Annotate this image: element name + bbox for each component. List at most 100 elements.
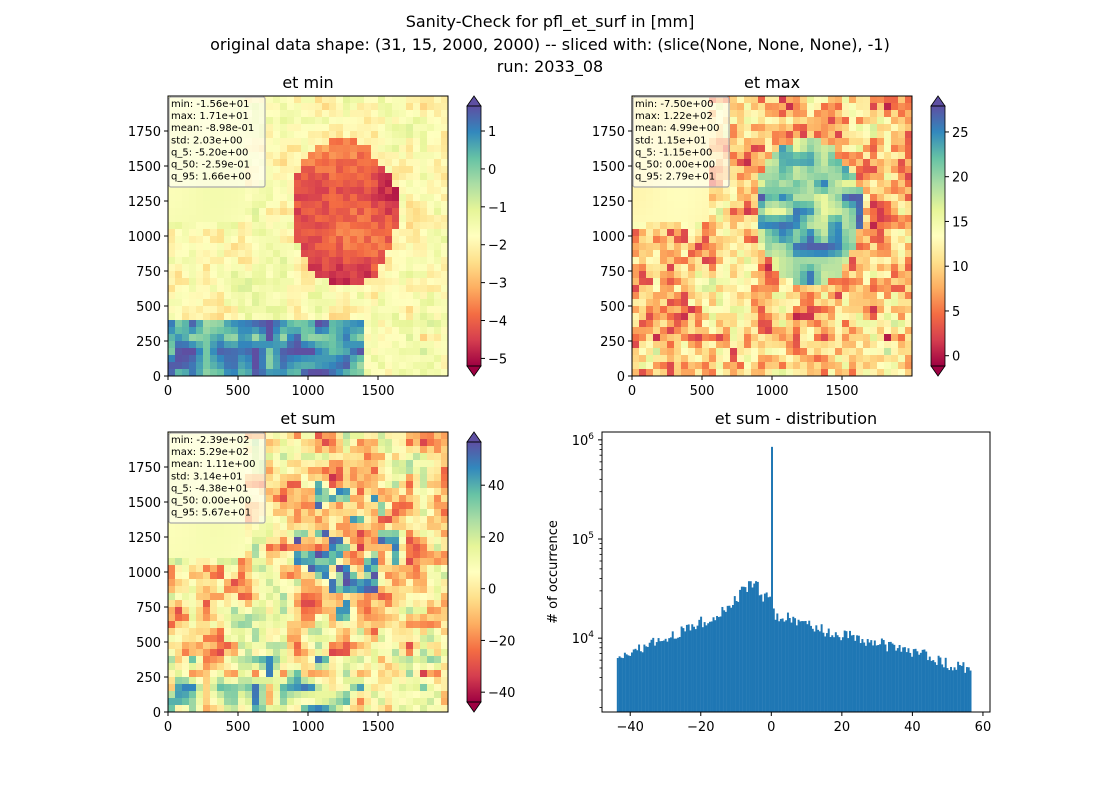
heatmap-cell (779, 194, 787, 202)
heatmap-cell (702, 285, 710, 293)
heatmap-cell (891, 131, 899, 139)
heatmap-cell (385, 96, 393, 104)
heatmap-cell (350, 138, 358, 146)
heatmap-cell (392, 502, 400, 510)
heatmap-cell (357, 103, 365, 111)
heatmap-cell (807, 264, 815, 272)
heatmap-cell (653, 341, 661, 349)
heatmap-cell (884, 348, 892, 356)
heatmap-cell (252, 614, 260, 622)
heatmap-cell (210, 236, 218, 244)
heatmap-cell (336, 229, 344, 237)
heatmap-cell (674, 362, 682, 370)
heatmap-cell (364, 509, 372, 517)
heatmap-cell (371, 145, 379, 153)
heatmap-cell (301, 460, 309, 468)
heatmap-cell (364, 614, 372, 622)
heatmap-cell (842, 355, 850, 363)
heatmap-cell (884, 131, 892, 139)
heatmap-cell (884, 257, 892, 265)
heatmap-cell (336, 600, 344, 608)
heatmap-cell (294, 299, 302, 307)
heatmap-cell (779, 250, 787, 258)
heatmap-cell (737, 215, 745, 223)
heatmap-cell (294, 173, 302, 181)
heatmap-cell (730, 348, 738, 356)
heatmap-cell (434, 670, 442, 678)
heatmap-cell (357, 306, 365, 314)
histogram-bar (682, 628, 685, 712)
heatmap-cell (877, 159, 885, 167)
heatmap-cell (287, 446, 295, 454)
heatmap-cell (210, 187, 218, 195)
heatmap-cell (800, 131, 808, 139)
heatmap-cell (238, 208, 246, 216)
heatmap-cell (730, 327, 738, 335)
heatmap-cell (378, 341, 386, 349)
heatmap-cell (308, 460, 316, 468)
heatmap-cell (252, 663, 260, 671)
heatmap-cell (350, 614, 358, 622)
heatmap-cell (744, 334, 752, 342)
heatmap-cell (413, 642, 421, 650)
heatmap-cell (674, 278, 682, 286)
heatmap-cell (175, 229, 183, 237)
heatmap-cell (322, 145, 330, 153)
heatmap-cell (434, 432, 442, 440)
heatmap-cell (238, 229, 246, 237)
heatmap-cell (273, 544, 281, 552)
heatmap-cell (392, 488, 400, 496)
heatmap-cell (772, 362, 780, 370)
heatmap-cell (224, 600, 232, 608)
heatmap-cell (441, 530, 449, 538)
heatmap-cell (224, 313, 232, 321)
heatmap-cell (793, 229, 801, 237)
heatmap-cell (238, 607, 246, 615)
heatmap-cell (189, 642, 197, 650)
heatmap-cell (287, 509, 295, 517)
heatmap-cell (273, 579, 281, 587)
heatmap-cell (898, 222, 906, 230)
heatmap-cell (632, 236, 640, 244)
heatmap-cell (364, 201, 372, 209)
heatmap-cell (189, 705, 197, 713)
heatmap-cell (168, 551, 176, 559)
heatmap-cell (238, 600, 246, 608)
heatmap-cell (266, 103, 274, 111)
heatmap-cell (441, 334, 449, 342)
heatmap-cell (308, 341, 316, 349)
heatmap-cell (301, 432, 309, 440)
heatmap-cell (287, 362, 295, 370)
heatmap-cell (653, 229, 661, 237)
heatmap-cell (273, 635, 281, 643)
heatmap-cell (842, 257, 850, 265)
heatmap-cell (779, 285, 787, 293)
heatmap-cell (392, 271, 400, 279)
heatmap-cell (371, 131, 379, 139)
heatmap-cell (210, 635, 218, 643)
heatmap-cell (385, 257, 393, 265)
heatmap-cell (385, 222, 393, 230)
heatmap-cell (266, 488, 274, 496)
heatmap-cell (807, 271, 815, 279)
heatmap-cell (702, 341, 710, 349)
heatmap-cell (385, 173, 393, 181)
heatmap-cell (203, 544, 211, 552)
heatmap-cell (751, 201, 759, 209)
y-tick-label: 250 (136, 671, 161, 686)
heatmap-cell (744, 285, 752, 293)
heatmap-cell (273, 705, 281, 713)
heatmap-cell (709, 215, 717, 223)
y-tick-label: 0 (153, 706, 161, 721)
heatmap-cell (301, 187, 309, 195)
heatmap-cell (196, 306, 204, 314)
heatmap-cell (441, 278, 449, 286)
heatmap-cell (646, 194, 654, 202)
heatmap-cell (196, 530, 204, 538)
heatmap-cell (786, 264, 794, 272)
heatmap-cell (280, 481, 288, 489)
heatmap-cell (238, 299, 246, 307)
heatmap-cell (217, 670, 225, 678)
heatmap-cell (252, 656, 260, 664)
heatmap-cell (301, 474, 309, 482)
